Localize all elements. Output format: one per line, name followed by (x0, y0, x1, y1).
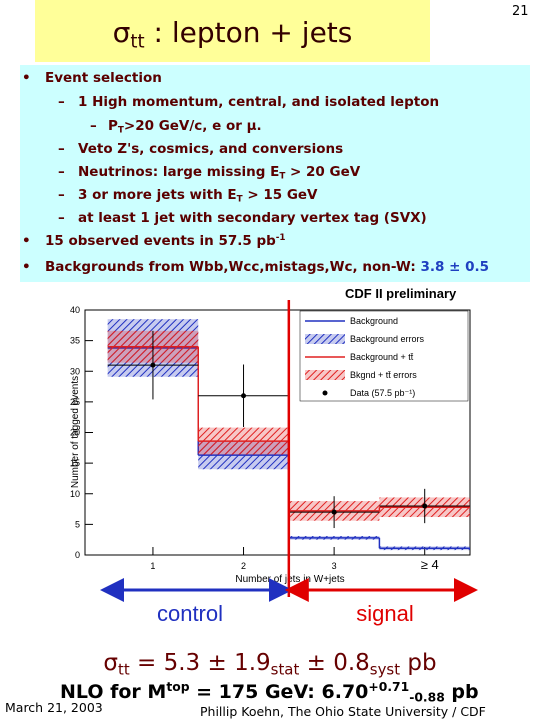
legend-label: Background errors (350, 334, 425, 344)
text-segment: top (166, 680, 190, 694)
bullet-text: 1 High momentum, central, and isolated l… (78, 94, 439, 110)
chart-title: CDF II preliminary (345, 286, 457, 301)
bullet-text: 15 observed events in 57.5 pb-1 (45, 233, 286, 249)
data-point (422, 503, 428, 509)
footer-date: March 21, 2003 (5, 700, 103, 715)
text-segment: syst (369, 660, 401, 679)
text-segment: > 20 GeV (285, 164, 361, 180)
bullet-marker: – (58, 164, 65, 180)
bullet-text: Event selection (45, 70, 162, 86)
legend-label: Bkgnd + tt̄ errors (350, 370, 417, 380)
x-tick-label: ≥ 4 (421, 557, 439, 572)
text-segment: Veto Z's, cosmics, and conversions (78, 141, 344, 157)
text-segment: T (117, 125, 124, 136)
text-segment: 1 High momentum, central, and isolated l… (78, 94, 440, 110)
text-segment: 3.8 ± 0.5 (420, 259, 489, 275)
text-segment: NLO for M (60, 680, 167, 703)
text-segment: stat (270, 660, 300, 679)
data-point (241, 393, 247, 399)
y-tick-label: 25 (70, 397, 80, 407)
bullet-text: Veto Z's, cosmics, and conversions (78, 141, 343, 157)
text-segment: tt (130, 31, 145, 53)
bullet-text: 3 or more jets with ET > 15 GeV (78, 187, 318, 205)
legend-label: Background + tt̄ (350, 352, 414, 362)
y-tick-label: 35 (70, 336, 80, 346)
theory: NLO for Mtop = 175 GeV: 6.70+0.71-0.88 p… (60, 680, 479, 704)
x-tick-label: 3 (332, 561, 337, 571)
y-axis-label: Number of tagged events (70, 376, 81, 488)
x-tick-label: 1 (150, 561, 155, 571)
text-segment: tt (117, 660, 130, 679)
text-segment: T (236, 194, 243, 205)
bullet-marker: – (58, 187, 65, 203)
text-segment: T (279, 171, 286, 182)
signal-label: signal (356, 601, 413, 626)
text-segment: P (108, 118, 118, 134)
legend-dot (322, 390, 328, 396)
legend-hatch (305, 334, 345, 344)
text-segment: : lepton + jets (144, 16, 353, 49)
text-segment: -0.88 (409, 690, 445, 705)
y-tick-label: 30 (70, 366, 80, 376)
page-number: 21 (512, 4, 529, 19)
title-box (35, 0, 430, 62)
bullet-marker: • (22, 70, 31, 86)
legend-label: Data (57.5 pb⁻¹) (350, 388, 415, 398)
footer-author: Phillip Koehn, The Ohio State University… (200, 704, 486, 719)
text-segment: Backgrounds from Wbb,Wcc,mistags,Wc, non… (45, 259, 421, 275)
text-segment: σ (112, 16, 131, 49)
bullet-text: Neutrinos: large missing ET > 20 GeV (78, 164, 360, 182)
text-segment: > 15 GeV (242, 187, 318, 203)
y-tick-label: 15 (70, 458, 80, 468)
data-point (331, 509, 337, 515)
text-segment: +0.71 (368, 680, 410, 694)
text-segment: pb (400, 650, 437, 676)
legend-hatch (305, 370, 345, 380)
text-segment: at least 1 jet with secondary vertex tag… (78, 210, 427, 226)
text-segment: pb (444, 680, 479, 703)
x-tick-label: 2 (241, 561, 246, 571)
bullet-marker: – (58, 94, 65, 110)
text-segment: Event selection (45, 70, 162, 86)
control-label: control (157, 601, 223, 626)
text-segment: Neutrinos: large missing E (78, 164, 280, 180)
text-segment: = 5.3 ± 1.9 (129, 650, 271, 676)
bullet-marker: – (90, 118, 97, 134)
bullet-marker: • (22, 233, 31, 249)
text-segment: 15 observed events in 57.5 pb (45, 233, 276, 249)
bullet-text: PT>20 GeV/c, e or μ. (108, 118, 262, 136)
y-tick-label: 20 (70, 428, 80, 438)
text-segment: 3 or more jets with E (78, 187, 237, 203)
bullet-text: at least 1 jet with secondary vertex tag… (78, 210, 427, 226)
text-segment: σ (103, 650, 118, 676)
y-tick-label: 5 (75, 519, 80, 529)
data-point (150, 362, 156, 368)
y-tick-label: 40 (70, 305, 80, 315)
text-segment: >20 GeV/c, e or μ. (123, 118, 262, 134)
result: σtt = 5.3 ± 1.9stat ± 0.8syst pb (0, 650, 540, 678)
y-tick-label: 10 (70, 489, 80, 499)
y-tick-label: 0 (75, 550, 80, 560)
bullet-marker: – (58, 141, 65, 157)
text-segment: = 175 GeV: 6.70 (189, 680, 369, 703)
text-segment: ± 0.8 (299, 650, 370, 676)
bullet-text: Backgrounds from Wbb,Wcc,mistags,Wc, non… (45, 259, 489, 275)
text-segment: -1 (275, 233, 286, 244)
legend-label: Background (350, 316, 398, 326)
title: σtt : lepton + jets (35, 16, 430, 52)
bullet-marker: • (22, 259, 31, 275)
content-box (20, 65, 530, 282)
bullet-marker: – (58, 210, 65, 226)
legend-box (299, 310, 469, 402)
